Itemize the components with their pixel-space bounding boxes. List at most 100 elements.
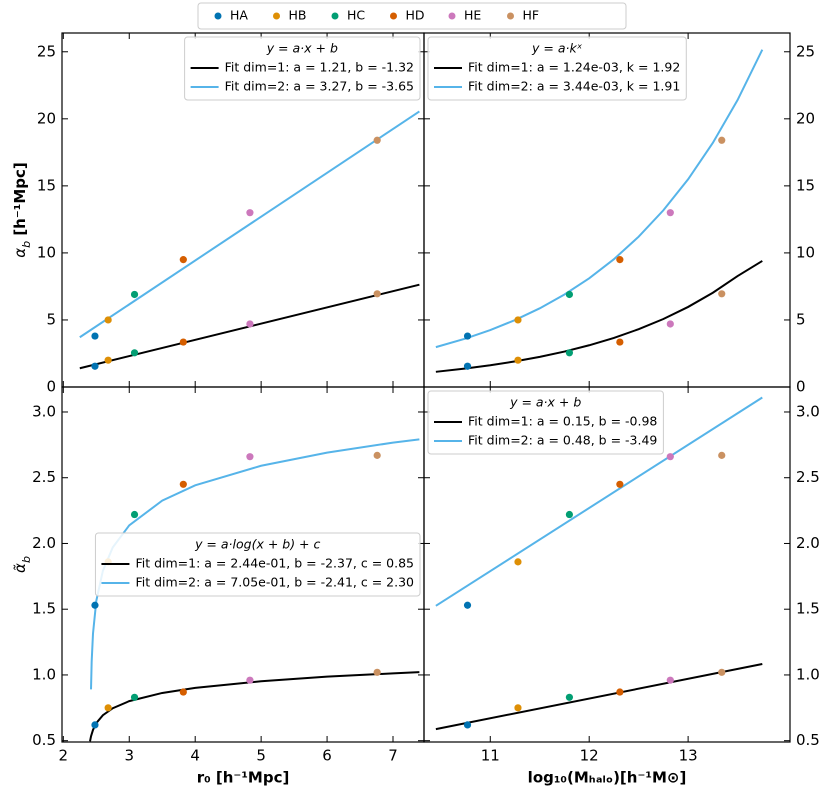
legend-marker [507, 12, 514, 20]
y-tick-label: 0 [46, 378, 56, 396]
legend-marker [273, 12, 280, 20]
data-point [616, 338, 624, 346]
data-point [718, 290, 726, 298]
x-tick-label: 12 [580, 747, 599, 765]
y-tick-label: 10 [37, 243, 56, 261]
y-tick-label: 20 [796, 109, 815, 127]
data-point [514, 558, 522, 566]
y-tick-label: 3.0 [796, 402, 820, 420]
legend-marker [390, 12, 397, 20]
legend-label: HC [347, 8, 365, 23]
legend-label: HA [230, 8, 248, 23]
fit-line [435, 49, 764, 349]
fit-line [79, 110, 420, 339]
y-tick-label: 5 [796, 310, 806, 328]
fit-legend-title: y = a·log(x + b) + c [194, 537, 320, 552]
data-point [130, 349, 139, 357]
x-tick-label: 4 [190, 747, 200, 765]
fit-line [435, 260, 763, 373]
fit-legend-label: Fit dim=1: a = 2.44e-01, b = -2.37, c = … [135, 556, 414, 571]
fit-legend-label: Fit dim=2: a = 3.44e-03, k = 1.91 [468, 79, 680, 94]
y-tick-label: 20 [37, 109, 56, 127]
fit-legend-label: Fit dim=2: a = 0.48, b = -3.49 [468, 433, 657, 448]
data-point [246, 676, 254, 684]
data-point [246, 453, 254, 461]
legend-box [197, 2, 627, 30]
x-tick-label: 3 [124, 747, 134, 765]
data-point [565, 349, 574, 357]
data-point [514, 704, 522, 712]
x-tick-label: 13 [679, 747, 698, 765]
legend-label: HF [523, 8, 540, 23]
fit-legend-label: Fit dim=2: a = 3.27, b = -3.65 [225, 79, 414, 94]
data-point [666, 676, 674, 684]
y-tick-label: 1.5 [32, 600, 56, 618]
y-axis-label-part: α̃ [11, 563, 29, 573]
fit-legend-label: Fit dim=1: a = 0.15, b = -0.98 [468, 414, 657, 429]
legend-marker [448, 12, 456, 20]
y-tick-label: 5 [46, 310, 56, 328]
data-point [565, 290, 574, 299]
legend-label: HD [406, 8, 425, 23]
panel [435, 49, 764, 373]
data-point [91, 601, 99, 609]
data-point [104, 356, 112, 364]
y-tick-label: 15 [37, 176, 56, 194]
y-tick-label: 2.0 [796, 534, 820, 552]
y-tick-label: 0 [796, 378, 806, 396]
data-point [463, 332, 472, 340]
data-point [565, 693, 574, 701]
data-point [514, 316, 522, 324]
x-tick-label: 5 [256, 747, 266, 765]
y-tick-label: 0.5 [32, 731, 56, 749]
y-tick-label: 2.5 [32, 468, 56, 486]
data-point [130, 510, 139, 519]
y-tick-label: 1.0 [796, 665, 820, 683]
data-point [130, 290, 139, 299]
data-point [91, 362, 99, 370]
data-point [91, 332, 99, 340]
y-tick-label: 15 [796, 176, 815, 194]
data-point [666, 320, 674, 328]
data-point [373, 136, 381, 144]
fit-legend: y = a·log(x + b) + c Fit dim=1: a = 2.44e… [94, 532, 421, 597]
y-tick-label: 2.5 [796, 468, 820, 486]
fit-legend-box [427, 390, 664, 455]
data-point [246, 320, 254, 328]
data-point [616, 688, 624, 696]
fit-legend: y = a·kˣ Fit dim=1: a = 1.24e-03, k = 1.9… [427, 36, 687, 101]
fit-line [89, 671, 420, 742]
data-point [179, 338, 187, 346]
data-point [718, 136, 726, 144]
panel-frame [423, 386, 791, 743]
data-point [91, 721, 99, 729]
y-tick-label: 1.5 [796, 600, 820, 618]
y-tick-label: 3.0 [32, 402, 56, 420]
y-tick-label: 2.0 [32, 534, 56, 552]
fit-legend-title: y = a·x + b [509, 395, 581, 410]
data-point [463, 721, 472, 729]
data-point [666, 453, 674, 461]
fit-legend-box [94, 532, 421, 597]
legend-label: HB [289, 8, 307, 23]
data-point [666, 209, 674, 217]
y-tick-label: 1.0 [32, 665, 56, 683]
fit-legend-label: Fit dim=1: a = 1.24e-03, k = 1.92 [468, 60, 680, 75]
fit-legend-box [184, 36, 421, 101]
y-axis-label-part: b [20, 556, 33, 563]
data-point [616, 256, 624, 264]
legend-label: HE [464, 8, 481, 23]
fit-line [435, 663, 763, 731]
data-point [130, 693, 139, 701]
y-axis-label-part: [h⁻¹Mpc] [11, 162, 29, 241]
fit-legend-box [427, 36, 687, 101]
fit-line [435, 396, 763, 607]
data-point [718, 451, 726, 459]
data-point [718, 668, 726, 676]
fit-legend: y = a·x + b Fit dim=1: a = 0.15, b = -0.9… [427, 390, 664, 455]
data-point [373, 290, 381, 298]
fit-line [90, 438, 420, 690]
data-point [565, 510, 574, 519]
data-point [616, 480, 624, 488]
x-axis-label: r₀ [h⁻¹Mpc] [197, 769, 290, 787]
